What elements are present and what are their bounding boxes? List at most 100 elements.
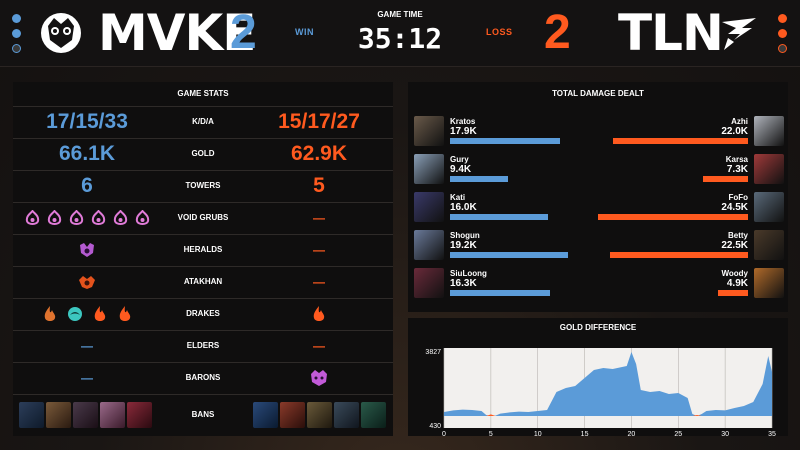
gold-diff-chart: 0 5 10 15 20 25 30 35 3827 430 bbox=[425, 348, 776, 436]
gold-diff-panel: GOLD DIFFERENCE 0 5 10 15 20 25 30 35 3827 430 bbox=[408, 318, 788, 436]
owl-logo-icon bbox=[41, 13, 81, 53]
left-damage-bar bbox=[450, 138, 560, 144]
x-tick-label: 5 bbox=[489, 431, 493, 436]
damage-row: Kratos 17.9K Azhi 22.0K bbox=[414, 114, 784, 149]
right-team-result: LOSS bbox=[486, 27, 513, 37]
stat-label: TOWERS bbox=[185, 181, 221, 190]
left-bans bbox=[15, 395, 155, 435]
right-barons bbox=[245, 363, 393, 393]
left-player-name: SiuLoong bbox=[450, 269, 487, 278]
void-grub-icon bbox=[25, 209, 39, 225]
left-champion-portrait bbox=[414, 154, 444, 184]
game-time: 35:12 bbox=[357, 22, 443, 55]
left-team-score: 2 bbox=[230, 6, 257, 59]
left-drakes bbox=[13, 299, 161, 329]
right-champion-portrait bbox=[754, 192, 784, 222]
void-grub-icon bbox=[135, 209, 149, 225]
right-player-damage: 7.3K bbox=[726, 164, 748, 175]
left-player-damage: 9.4K bbox=[450, 164, 472, 175]
stat-row-barons: — BARONS bbox=[13, 362, 393, 393]
left-heralds bbox=[13, 235, 161, 265]
series-dot bbox=[778, 29, 787, 38]
ban-champion-icon bbox=[126, 402, 152, 428]
game-stats-title: GAME STATS bbox=[177, 89, 229, 98]
right-team-gold-area bbox=[486, 414, 496, 416]
herald-icon bbox=[80, 243, 94, 257]
ban-champion-icon bbox=[306, 402, 332, 428]
left-player-damage: 19.2K bbox=[450, 240, 477, 251]
right-player-name: Karsa bbox=[725, 155, 748, 164]
right-player-name: FoFo bbox=[728, 193, 748, 202]
ban-champion-icon bbox=[72, 402, 98, 428]
right-player-name: Betty bbox=[727, 231, 748, 240]
damage-row: SiuLoong 16.3K Woody 4.9K bbox=[414, 266, 784, 301]
series-dot bbox=[778, 14, 787, 23]
gold-diff-title: GOLD DIFFERENCE bbox=[559, 323, 637, 332]
ban-champion-icon bbox=[252, 402, 278, 428]
right-towers: 5 bbox=[313, 174, 325, 197]
right-player-damage: 24.5K bbox=[721, 202, 748, 213]
stat-row-atakhan: ATAKHAN — bbox=[13, 266, 393, 297]
infernal-drake-icon bbox=[94, 306, 105, 321]
ban-champion-icon bbox=[360, 402, 386, 428]
right-damage-bar bbox=[703, 176, 748, 182]
left-void-grubs bbox=[13, 203, 161, 233]
right-champion-portrait bbox=[754, 230, 784, 260]
x-tick-label: 30 bbox=[721, 431, 729, 436]
left-team-name: MVKE bbox=[98, 4, 256, 62]
stat-row-bans: BANS bbox=[13, 394, 393, 435]
right-player-damage: 4.9K bbox=[726, 278, 748, 289]
left-player-damage: 17.9K bbox=[450, 126, 477, 137]
x-tick-label: 10 bbox=[534, 431, 542, 436]
ban-champion-icon bbox=[279, 402, 305, 428]
stat-row-gold: 66.1K GOLD 62.9K bbox=[13, 138, 393, 169]
left-player-name: Shogun bbox=[450, 231, 480, 240]
right-elders: — bbox=[313, 339, 325, 353]
stat-label: K/D/A bbox=[192, 117, 214, 126]
left-champion-portrait bbox=[414, 116, 444, 146]
left-team-result: WIN bbox=[295, 27, 314, 37]
stat-row-elders: — ELDERS — bbox=[13, 330, 393, 361]
left-champion-portrait bbox=[414, 230, 444, 260]
left-gold: 66.1K bbox=[58, 142, 116, 165]
ban-champion-icon bbox=[333, 402, 359, 428]
x-tick-label: 0 bbox=[442, 431, 446, 436]
right-atakhan: — bbox=[313, 275, 325, 289]
stat-row-towers: 6 TOWERS 5 bbox=[13, 170, 393, 201]
left-atakhan bbox=[13, 267, 161, 297]
left-player-name: Kati bbox=[450, 193, 466, 202]
right-team-score: 2 bbox=[544, 6, 571, 59]
right-champion-portrait bbox=[754, 154, 784, 184]
left-player-damage: 16.3K bbox=[450, 278, 477, 289]
right-team-gold-area bbox=[692, 415, 702, 416]
game-stats-panel: GAME STATS 17/15/33 K/D/A 15/17/27 66.1K… bbox=[13, 82, 393, 436]
x-tick-label: 35 bbox=[768, 431, 776, 436]
left-champion-portrait bbox=[414, 192, 444, 222]
ban-champion-icon bbox=[18, 402, 44, 428]
void-grub-icon bbox=[69, 209, 83, 225]
series-dot bbox=[12, 44, 21, 53]
damage-row: Gury 9.4K Karsa 7.3K bbox=[414, 152, 784, 187]
right-team-name: TLN bbox=[618, 4, 724, 62]
left-series-dots bbox=[12, 14, 22, 59]
y-top-label: 3827 bbox=[425, 349, 441, 356]
infernal-drake-icon bbox=[44, 306, 55, 321]
left-player-name: Kratos bbox=[450, 117, 476, 126]
right-damage-bar bbox=[718, 290, 748, 296]
stat-label: VOID GRUBS bbox=[177, 213, 229, 222]
y-bottom-label: 430 bbox=[429, 423, 441, 430]
left-damage-bar bbox=[450, 176, 508, 182]
x-tick-label: 25 bbox=[674, 431, 682, 436]
left-player-name: Gury bbox=[450, 155, 469, 164]
void-grub-icon bbox=[113, 209, 127, 225]
left-barons: — bbox=[81, 371, 93, 385]
damage-panel: TOTAL DAMAGE DEALT Kratos 17.9K Azhi 22.0K G… bbox=[408, 82, 788, 312]
ocean-drake-icon bbox=[67, 307, 82, 321]
void-grub-icon bbox=[91, 209, 105, 225]
left-damage-bar bbox=[450, 214, 548, 220]
left-player-damage: 16.0K bbox=[450, 202, 477, 213]
left-champion-portrait bbox=[414, 268, 444, 298]
right-champion-portrait bbox=[754, 268, 784, 298]
left-elders: — bbox=[81, 339, 93, 353]
right-player-name: Woody bbox=[721, 269, 748, 278]
